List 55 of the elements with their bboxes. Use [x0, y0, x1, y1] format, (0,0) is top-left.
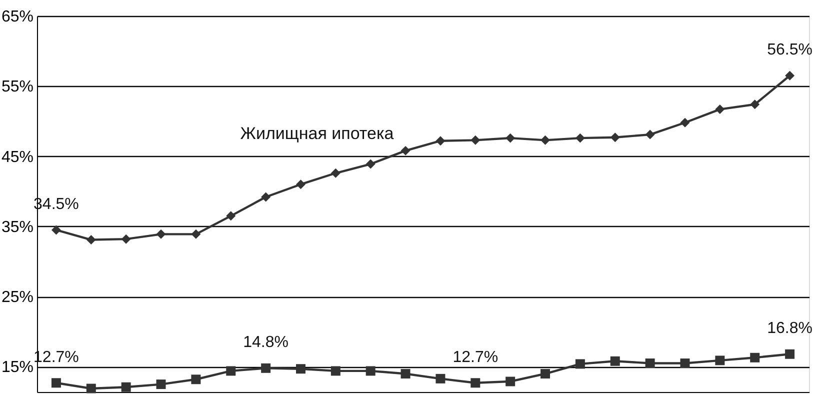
point	[261, 192, 271, 202]
y-tick-label: 55%	[1, 78, 34, 96]
point	[610, 132, 620, 142]
data-label: 16.8%	[767, 320, 812, 338]
point	[51, 378, 61, 388]
point	[506, 133, 516, 143]
point	[121, 234, 131, 244]
point	[226, 366, 236, 376]
y-tick-label: 15%	[1, 359, 34, 376]
point	[86, 235, 96, 245]
point	[330, 168, 340, 178]
point	[436, 374, 446, 384]
point	[750, 100, 760, 110]
point	[86, 384, 96, 394]
data-label: 14.8%	[243, 334, 288, 352]
y-tick-label: 35%	[1, 218, 34, 236]
point	[645, 358, 655, 368]
point	[156, 229, 166, 239]
point	[191, 229, 201, 239]
point	[436, 136, 446, 146]
point	[226, 211, 236, 221]
point	[540, 369, 550, 379]
point	[330, 366, 340, 376]
y-tick-label: 45%	[1, 148, 34, 166]
point	[366, 366, 376, 376]
point	[366, 159, 376, 169]
point	[575, 359, 585, 369]
point	[156, 380, 166, 390]
data-label: 56.5%	[767, 42, 812, 59]
point	[400, 369, 410, 379]
y-tick-label: 25%	[1, 289, 34, 306]
point	[400, 146, 410, 156]
series-label: Жилищная ипотека	[240, 124, 394, 143]
point	[470, 135, 480, 145]
point	[785, 349, 795, 359]
point	[296, 180, 306, 190]
point	[680, 358, 690, 368]
data-label: 12.7%	[452, 348, 498, 366]
point	[785, 70, 795, 80]
point	[645, 130, 655, 140]
point	[51, 225, 61, 235]
point	[715, 356, 725, 366]
point	[715, 104, 725, 114]
point	[610, 356, 620, 366]
point	[261, 363, 271, 373]
point	[121, 382, 131, 392]
point	[296, 364, 306, 374]
point	[750, 352, 760, 362]
point	[191, 374, 201, 384]
point	[680, 118, 690, 128]
point	[470, 378, 480, 388]
y-tick-label: 65%	[1, 8, 34, 26]
point	[506, 376, 516, 386]
point	[575, 133, 585, 143]
point	[540, 135, 550, 145]
